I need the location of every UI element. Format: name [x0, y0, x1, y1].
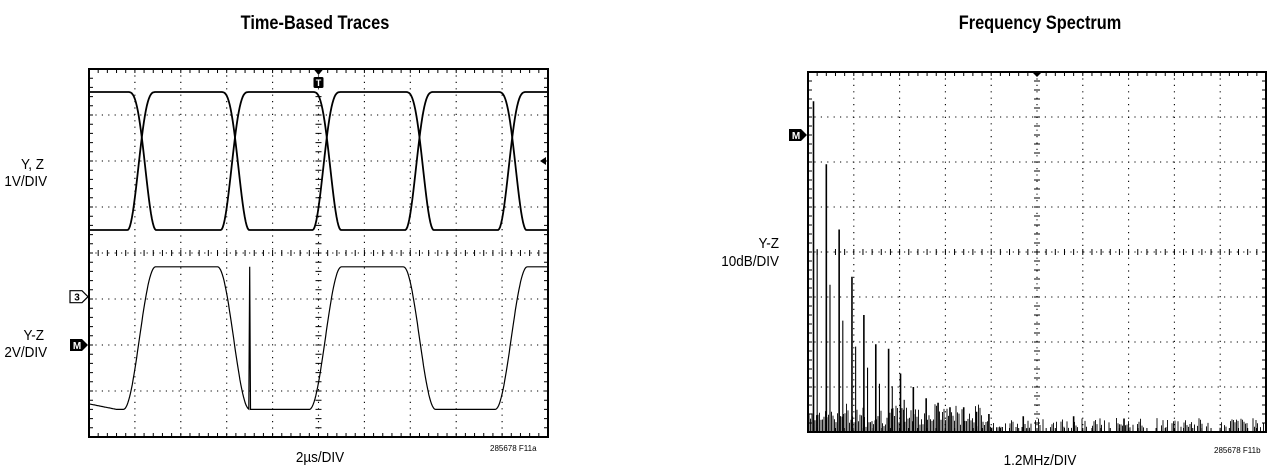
figure-id-left: 285678 F11a [490, 444, 537, 453]
channel-3-marker-label: 3 [74, 293, 80, 304]
y-axis-label-right-2: 10dB/DIV [721, 253, 779, 270]
trigger-position-arrow [313, 69, 324, 75]
right-center-axis-ticks [807, 71, 1267, 433]
math-marker-icon-right [789, 129, 807, 141]
noise-floor [808, 403, 1264, 432]
y-axis-label-bottom-left-1: Y-Z [23, 327, 44, 344]
y-axis-label-bottom-left-2: 2V/DIV [4, 344, 48, 361]
y-axis-label-top-left-1: Y, Z [20, 156, 44, 173]
math-marker-label-right: M [792, 131, 800, 142]
chart-title-right: Frequency Spectrum [958, 13, 1122, 34]
trace-y [89, 91, 548, 231]
y-axis-label-right-1: Y-Z [758, 235, 779, 252]
trigger-marker-label: T [316, 78, 322, 88]
figure-id-right: 285678 F11b [1214, 446, 1261, 455]
math-marker-label: M [73, 341, 81, 352]
trigger-marker-icon [313, 77, 324, 88]
trigger-level-arrow-icon [540, 157, 546, 165]
trace-y-minus-z [88, 266, 548, 411]
left-scope-border-ticks [88, 68, 549, 438]
y-axis-label-top-left-2: 1V/DIV [4, 173, 48, 190]
x-axis-label-right: 1.2MHz/DIV [1003, 452, 1077, 469]
right-scope-border-ticks [807, 71, 1267, 433]
channel-3-marker-icon [69, 290, 89, 304]
x-axis-label-left: 2µs/DIV [295, 449, 345, 466]
trace-z [89, 91, 548, 231]
math-marker-icon [70, 339, 88, 351]
chart-title-left: Time-Based Traces [240, 13, 390, 34]
center-frequency-arrow [1031, 71, 1043, 77]
